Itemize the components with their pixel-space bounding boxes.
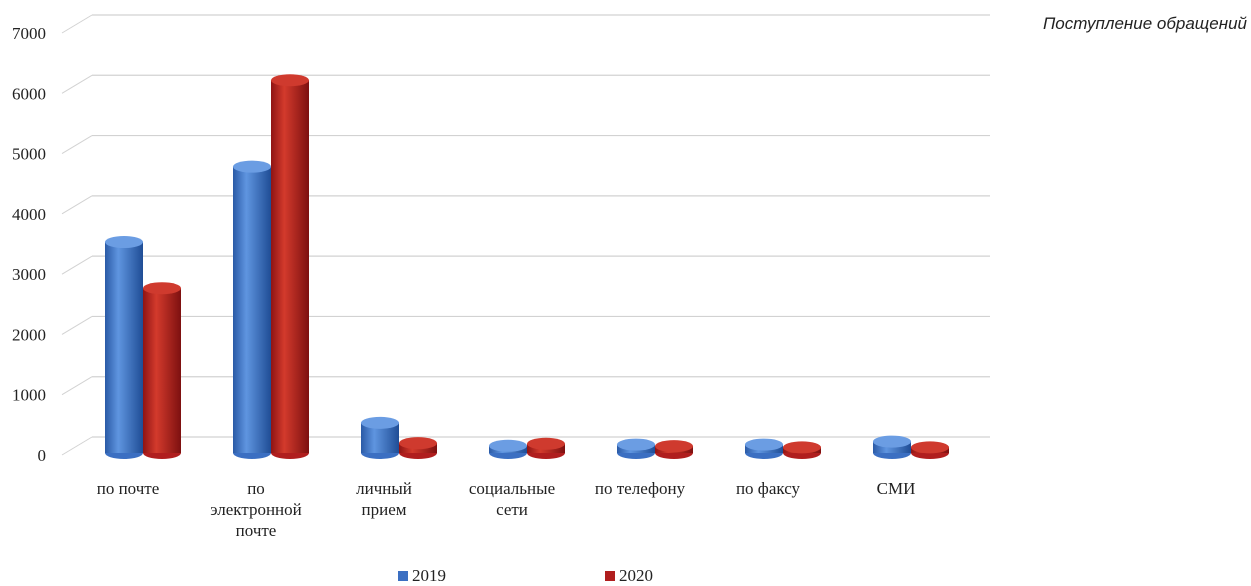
gridline-depth (61, 74, 93, 94)
bar-body (271, 80, 309, 453)
x-category-label: личный прием (356, 479, 412, 519)
x-category-line: СМИ (877, 479, 916, 498)
x-category-label: по телефону (595, 479, 686, 498)
legend-label-2019: 2019 (412, 566, 446, 585)
x-category-line: по (247, 479, 265, 498)
bar-cap (361, 416, 399, 429)
bar-2019-0 (105, 236, 143, 459)
bar-body (233, 166, 271, 453)
x-category-line: прием (362, 500, 407, 519)
bar-cap (617, 438, 655, 451)
y-axis: 0 1000 2000 3000 4000 5000 6000 7000 (12, 24, 46, 465)
x-category-label: социальные сети (469, 479, 555, 519)
bar-2020-1 (271, 74, 309, 459)
x-category-line: по факсу (736, 479, 801, 498)
bar-2020-3 (527, 437, 565, 459)
gridline-depth (61, 255, 93, 275)
y-tick-label: 6000 (12, 84, 46, 103)
bar-2020-6 (911, 441, 949, 459)
bar-cap (489, 439, 527, 452)
bar-2019-1 (233, 160, 271, 459)
x-axis: по почте по электронной почте личный прием соц… (97, 479, 916, 540)
x-category-label: по почте (97, 479, 160, 498)
chart-side-title: Поступление обращений (1042, 14, 1247, 33)
bar-2019-5 (745, 438, 783, 459)
x-category-line: по телефону (595, 479, 686, 498)
bar-2020-0 (143, 282, 181, 459)
bar-body (105, 242, 143, 453)
bar-cap (143, 282, 181, 295)
bar-cap (271, 74, 309, 87)
bar-2019-2 (361, 416, 399, 459)
y-tick-label: 2000 (12, 325, 46, 344)
x-category-line: электронной (210, 500, 301, 519)
bar-cap (233, 160, 271, 173)
bar-2019-6 (873, 435, 911, 459)
x-category-line: сети (496, 500, 528, 519)
bar-cap (655, 440, 693, 453)
x-category-line: личный (356, 479, 412, 498)
bar-2020-5 (783, 441, 821, 459)
legend-label-2020: 2020 (619, 566, 653, 585)
legend-item-2019: 2019 (398, 566, 446, 586)
gridline-depth (61, 436, 93, 456)
bar-cap (399, 437, 437, 450)
y-tick-label: 0 (38, 446, 47, 465)
bars (105, 74, 949, 459)
legend-swatch-2020 (605, 571, 615, 581)
y-tick-label: 7000 (12, 24, 46, 43)
bar-cap (105, 236, 143, 249)
bar-cap (873, 435, 911, 448)
bar-2019-3 (489, 439, 527, 459)
y-tick-label: 1000 (12, 386, 46, 405)
legend: 2019 2020 (0, 566, 1251, 586)
legend-swatch-2019 (398, 571, 408, 581)
x-category-label: СМИ (877, 479, 916, 498)
bar-cap (527, 437, 565, 450)
gridline-depth (61, 376, 93, 396)
legend-item-2020: 2020 (605, 566, 653, 586)
x-category-line: почте (236, 521, 277, 540)
x-category-line: по почте (97, 479, 160, 498)
gridline-depth (61, 14, 93, 34)
bar-2020-4 (655, 440, 693, 459)
x-category-label: по электронной почте (210, 479, 301, 540)
y-tick-label: 5000 (12, 145, 46, 164)
y-tick-label: 3000 (12, 265, 46, 284)
gridlines (61, 14, 990, 456)
bar-2019-4 (617, 438, 655, 459)
gridline-depth (61, 135, 93, 155)
x-category-line: социальные (469, 479, 555, 498)
y-tick-label: 4000 (12, 205, 46, 224)
bar-cap (783, 441, 821, 454)
x-category-label: по факсу (736, 479, 801, 498)
bar-cap (911, 441, 949, 454)
bar-body (143, 288, 181, 453)
bar-cap (745, 438, 783, 451)
bar-2020-2 (399, 437, 437, 459)
gridline-depth (61, 315, 93, 335)
gridline-depth (61, 195, 93, 215)
